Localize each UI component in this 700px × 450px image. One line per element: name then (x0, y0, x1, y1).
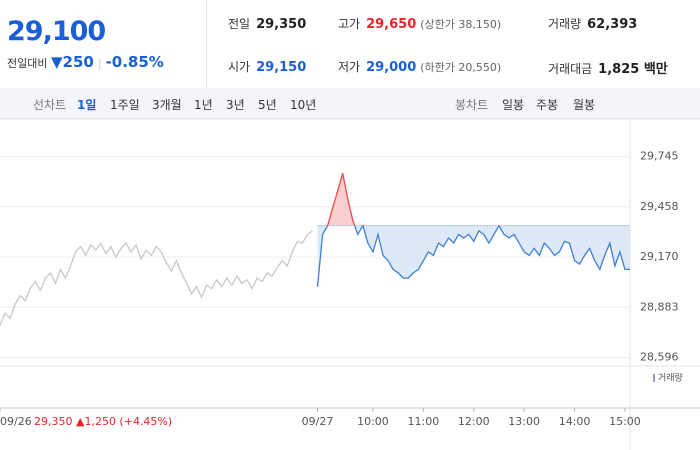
y-tick-label: 28,596 (640, 350, 679, 363)
volume-legend: 거래량 (658, 372, 683, 384)
y-tick-label: 29,745 (640, 150, 679, 163)
tab-button[interactable]: 1년 (194, 98, 213, 112)
stat-value: 62,393 (587, 17, 638, 32)
x-tick-label: 12:00 (458, 415, 490, 428)
stat-label: 거래량 (548, 17, 582, 31)
quote-summary: 29,100 전일대비 ▼250 | -0.85% (0, 0, 207, 88)
stat-value: 29,000 (366, 60, 417, 75)
x-tick-label: 14:00 (559, 415, 591, 428)
tab-button[interactable]: 5년 (258, 98, 277, 112)
stat-value: 29,650 (366, 17, 417, 32)
tab-button[interactable]: 일봉 (502, 98, 525, 112)
y-tick-label: 29,170 (640, 250, 679, 263)
stat-item: 저가 29,000 (하한가 20,550) (338, 58, 501, 75)
stat-value: 1,825 백만 (598, 62, 668, 77)
chart: 29,745 29,458 29,170 28,883 28,596 09/26 09/27… (0, 119, 700, 450)
tab-header: 봉차트 (455, 98, 489, 112)
volume-legend-swatch (653, 374, 655, 382)
stat-label: 고가 (338, 17, 361, 31)
tab-header: 선차트 (33, 98, 67, 112)
x-tick-label: 09/27 (302, 415, 334, 428)
tab-button[interactable]: 1일 (77, 98, 97, 112)
change-amount: ▼250 (50, 53, 94, 71)
stat-label: 거래대금 (548, 62, 593, 76)
stat-item: 전일 29,350 (228, 15, 306, 32)
current-price: 29,100 (7, 16, 106, 47)
stat-note: (상한가 38,150) (420, 18, 502, 31)
stat-item: 거래량 62,393 (548, 15, 637, 32)
line (0, 230, 313, 326)
stat-label: 시가 (228, 60, 251, 74)
annotation: 29,350 ▲1,250 (+4.45%) (34, 415, 172, 428)
change-label: 전일대비 (7, 57, 48, 70)
stat-item: 거래대금 1,825 백만 (548, 58, 668, 77)
tab-button[interactable]: 1주일 (110, 98, 140, 112)
stat-item: 시가 29,150 (228, 58, 306, 75)
tab-button[interactable]: 주봉 (536, 98, 559, 112)
line-down (316, 225, 630, 287)
chart-tabs: 선차트 1일 1주일 3개월 1년 3년 5년 10년 봉차트 일봉 주봉 월봉 (0, 88, 700, 119)
stat-value: 29,350 (256, 17, 307, 32)
y-tick-label: 28,883 (640, 300, 679, 313)
tab-button[interactable]: 3개월 (152, 98, 182, 112)
x-tick-label: 13:00 (508, 415, 540, 428)
tab-button[interactable]: 월봉 (573, 98, 596, 112)
stat-value: 29,150 (256, 60, 307, 75)
x-tick-label: 11:00 (408, 415, 440, 428)
change-row: 전일대비 ▼250 | -0.85% (7, 53, 164, 71)
tab-button[interactable]: 3년 (226, 98, 245, 112)
quote-header: 29,100 전일대비 ▼250 | -0.85% 전일 29,350 고가 29,650… (0, 0, 700, 89)
change-percent: -0.85% (105, 53, 164, 71)
tab-button[interactable]: 10년 (290, 98, 317, 112)
stat-label: 저가 (338, 60, 361, 74)
x-tick-label: 10:00 (357, 415, 389, 428)
y-tick-label: 29,458 (640, 200, 679, 213)
stat-note: (하한가 20,550) (420, 61, 502, 74)
area-up (327, 173, 355, 226)
x-tick-label: 15:00 (609, 415, 641, 428)
x-tick-label: 09/26 (0, 415, 32, 428)
stat-label: 전일 (228, 17, 251, 31)
stat-item: 고가 29,650 (상한가 38,150) (338, 15, 501, 32)
area-down (317, 225, 630, 287)
